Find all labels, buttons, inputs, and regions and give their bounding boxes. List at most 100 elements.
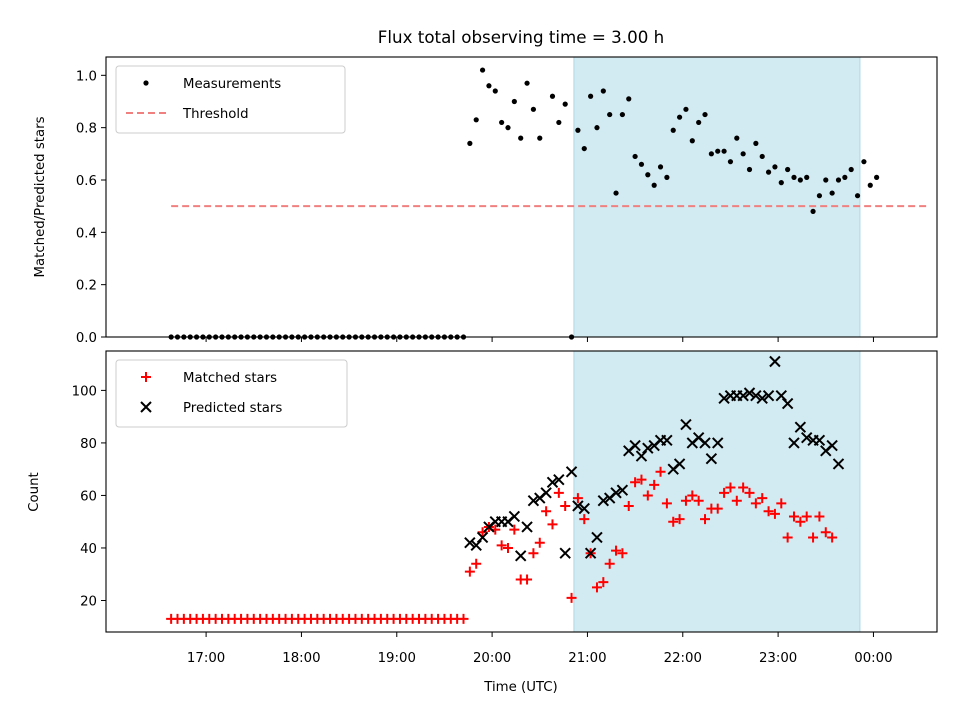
data-point xyxy=(674,514,685,525)
data-point xyxy=(788,511,799,522)
data-point xyxy=(649,479,660,490)
ratio-panel: 0.0 0.2 0.4 0.6 0.8 1.0 Measurements Threshold xyxy=(76,56,938,346)
data-point xyxy=(801,431,813,444)
data-point xyxy=(712,503,723,514)
data-point xyxy=(759,153,765,160)
y-tick-label: 100 xyxy=(72,384,97,399)
data-point xyxy=(522,574,533,585)
data-point xyxy=(689,138,695,144)
y-tick-label: 0.0 xyxy=(76,331,97,346)
y-tick-label: 0.4 xyxy=(76,226,97,241)
x-tick-label: 21:00 xyxy=(568,651,606,666)
y-tick-label: 40 xyxy=(80,542,97,557)
data-point xyxy=(470,539,482,552)
data-point xyxy=(816,193,823,199)
data-point xyxy=(499,119,505,126)
data-point xyxy=(492,88,498,94)
data-point xyxy=(757,493,768,504)
data-point xyxy=(518,135,524,141)
data-point xyxy=(829,190,835,196)
data-point xyxy=(623,500,634,511)
data-point xyxy=(750,498,761,509)
data-point xyxy=(702,111,708,118)
data-point xyxy=(680,418,692,431)
series-matched-stars xyxy=(166,466,838,624)
y-tick-label: 60 xyxy=(80,489,97,504)
data-point xyxy=(854,193,861,199)
x-tick-label: 00:00 xyxy=(854,651,892,666)
data-point xyxy=(657,164,664,170)
y-tick-label: 0.8 xyxy=(76,122,97,137)
y-tick-label: 0.6 xyxy=(76,174,97,189)
axes-frame xyxy=(105,350,938,633)
data-point xyxy=(464,566,475,577)
data-point xyxy=(597,494,610,507)
legend-marker xyxy=(141,372,151,382)
data-point xyxy=(670,127,676,133)
data-point xyxy=(651,182,657,188)
data-point xyxy=(578,502,590,515)
data-point xyxy=(727,159,734,165)
data-point xyxy=(572,500,584,512)
data-point xyxy=(508,510,521,523)
data-point xyxy=(562,101,568,107)
data-point xyxy=(524,80,530,86)
data-point xyxy=(715,148,721,154)
y-tick-label: 1.0 xyxy=(76,69,97,84)
data-point xyxy=(769,508,780,519)
data-point xyxy=(594,125,600,131)
data-point xyxy=(530,106,537,112)
data-point xyxy=(700,514,711,525)
data-point xyxy=(696,119,702,126)
legend: Measurements Threshold xyxy=(115,65,346,134)
legend-marker xyxy=(143,80,149,86)
x-tick-label: 17:00 xyxy=(187,651,225,666)
data-point xyxy=(527,494,540,507)
data-point xyxy=(814,511,825,522)
data-point xyxy=(753,140,759,146)
data-point xyxy=(763,506,774,517)
data-point xyxy=(528,548,539,559)
data-point xyxy=(486,83,492,89)
data-point xyxy=(791,174,797,180)
data-point xyxy=(588,93,594,99)
data-point xyxy=(680,495,691,506)
data-point xyxy=(617,548,628,559)
data-point xyxy=(743,387,756,399)
legend-label: Measurements xyxy=(183,77,281,92)
data-point xyxy=(693,495,704,506)
series-predicted-stars xyxy=(464,355,845,562)
y-tick-label: 20 xyxy=(80,594,97,609)
data-point xyxy=(509,524,520,535)
data-point xyxy=(464,537,476,549)
y-tick-label: 0.2 xyxy=(76,279,97,294)
data-point xyxy=(547,519,558,530)
data-point xyxy=(687,490,698,501)
data-point xyxy=(823,177,829,183)
data-point xyxy=(676,114,683,120)
data-point xyxy=(630,477,641,488)
data-point xyxy=(591,582,602,593)
top-y-axis-label: Matched/Predicted stars xyxy=(33,116,48,277)
data-point xyxy=(514,550,527,562)
data-point xyxy=(804,174,810,180)
data-point xyxy=(699,437,711,449)
data-point xyxy=(479,67,486,73)
data-point xyxy=(808,532,819,543)
data-point xyxy=(861,159,867,165)
axes-frame xyxy=(105,56,938,338)
data-point xyxy=(505,125,511,131)
data-point xyxy=(600,88,606,94)
data-point xyxy=(708,151,714,157)
data-point xyxy=(598,577,609,588)
data-point xyxy=(769,355,781,368)
data-point xyxy=(705,452,718,465)
data-point xyxy=(610,487,622,499)
data-point xyxy=(559,547,571,559)
data-point xyxy=(496,540,507,551)
data-point xyxy=(572,493,583,504)
y-tick-label: 80 xyxy=(80,437,97,452)
legend-box xyxy=(115,65,346,134)
data-point xyxy=(746,166,753,173)
data-point xyxy=(626,96,632,102)
